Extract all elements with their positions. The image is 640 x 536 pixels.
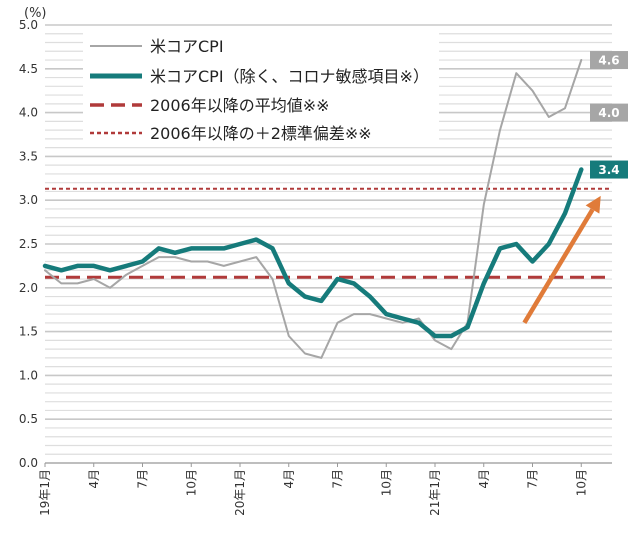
- x-tick-label: 20年1月: [233, 469, 247, 516]
- callout-box: [590, 103, 628, 122]
- y-tick-label: 4.5: [19, 62, 38, 76]
- legend-label: 2006年以降の＋2標準偏差※※: [150, 124, 372, 143]
- callout-label: 4.6: [598, 54, 619, 68]
- grid-lines: [45, 24, 612, 464]
- x-tick-label: 19年1月: [38, 469, 52, 516]
- legend-background: [83, 30, 439, 146]
- legend-label: 米コアCPI: [150, 37, 224, 56]
- y-tick-label: 0.5: [19, 412, 38, 426]
- x-tick-label: 4月: [282, 469, 296, 489]
- x-tick-label: 21年1月: [428, 469, 442, 516]
- x-tick-label: 7月: [136, 469, 150, 489]
- callout-label: 4.0: [598, 106, 619, 120]
- x-axis-ticks: 19年1月 4月 7月 10月 20年1月 4月 7月 10月 21年1月 4月 7月 10月: [38, 463, 588, 516]
- x-tick-label: 7月: [526, 469, 540, 489]
- series-line-core-cpi: [44, 59, 583, 359]
- y-tick-label: 3.5: [19, 149, 38, 163]
- x-tick-label: 10月: [574, 469, 588, 496]
- arrow-head: [585, 195, 601, 214]
- legend-label: 米コアCPI（除く、コロナ敏感項目※）: [150, 67, 429, 86]
- y-tick-label: 2.0: [19, 281, 38, 295]
- y-tick-label: 4.0: [19, 106, 38, 120]
- y-tick-label: 1.5: [19, 325, 38, 339]
- legend: 米コアCPI 米コアCPI（除く、コロナ敏感項目※） 2006年以降の平均値※※ 20…: [83, 30, 439, 146]
- legend-label: 2006年以降の平均値※※: [150, 96, 330, 115]
- y-tick-label: 3.0: [19, 193, 38, 207]
- callout-label: 3.4: [598, 163, 619, 177]
- callout-box: [590, 160, 628, 179]
- series-lines: [42, 59, 584, 359]
- y-tick-label: 2.5: [19, 237, 38, 251]
- value-callouts: 4.6 4.0 3.4: [590, 51, 628, 179]
- y-axis-unit: (%): [24, 6, 47, 21]
- y-tick-label: 1.0: [19, 368, 38, 382]
- x-tick-label: 4月: [87, 469, 101, 489]
- y-tick-label: 0.0: [19, 456, 38, 470]
- x-tick-label: 4月: [477, 469, 491, 489]
- x-tick-label: 7月: [331, 469, 345, 489]
- callout-box: [590, 51, 628, 70]
- arrow-shaft: [522, 208, 595, 324]
- x-tick-label: 10月: [379, 469, 393, 496]
- y-tick-label: 5.0: [19, 18, 38, 32]
- y-axis-ticks: 0.0 0.5 1.0 1.5 2.0 2.5 3.0 3.5 4.0 4.5 5.0: [19, 18, 38, 470]
- trend-arrow: [522, 195, 601, 324]
- series-line-core-cpi-ex-covid: [42, 167, 584, 339]
- x-tick-label: 10月: [184, 469, 198, 496]
- reference-lines: [45, 187, 612, 279]
